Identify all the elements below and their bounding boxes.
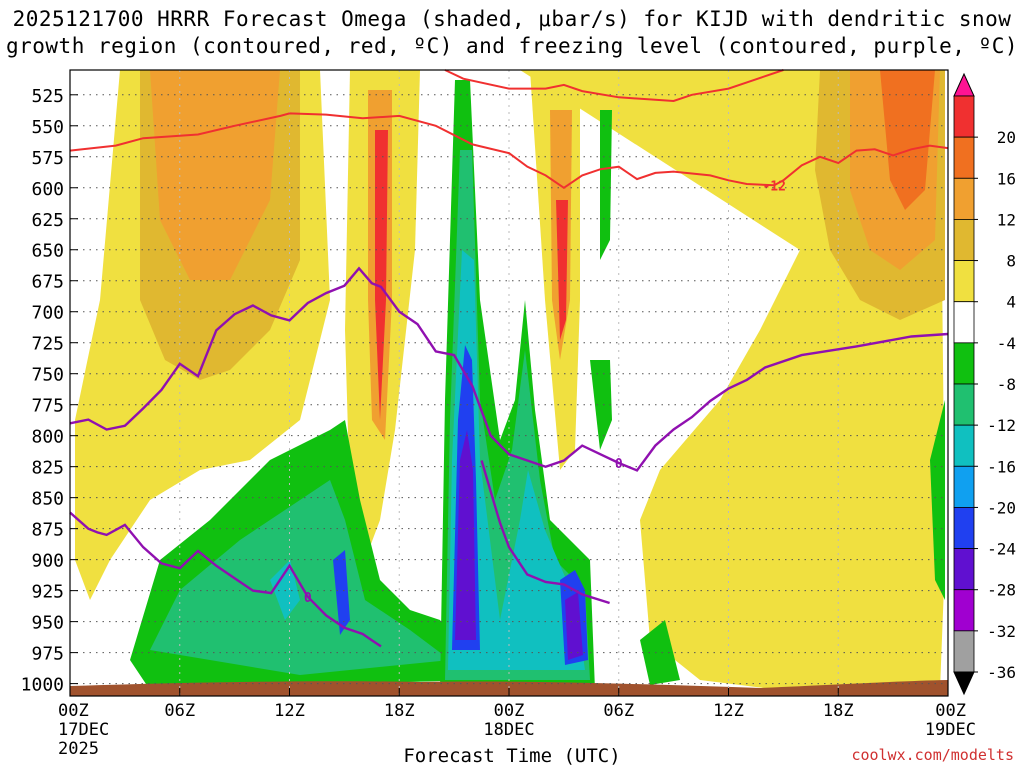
y-tick-label: 675 [31, 272, 64, 293]
colorbar-bin [953, 136, 975, 179]
colorbar-bin [953, 507, 975, 549]
omega-shade-region [880, 70, 935, 210]
colorbar-bin [953, 465, 975, 508]
contour-line [480, 460, 610, 605]
contour-line [69, 266, 949, 472]
y-tick-label: 975 [31, 644, 64, 665]
colorbar-bin [953, 630, 975, 673]
y-tick-label: 700 [31, 303, 64, 324]
colorbar-label: -20 [987, 498, 1016, 517]
y-tick-label: 600 [31, 179, 64, 200]
contour-label: -12 [762, 179, 785, 194]
colorbar-label: 12 [997, 210, 1016, 229]
omega-shade-region [448, 250, 585, 670]
y-tick-label: 750 [31, 365, 64, 386]
y-tick-label: 775 [31, 396, 64, 417]
x-tick-label: 06Z [603, 701, 634, 721]
x-tick-label: 12Z [713, 701, 744, 721]
omega-shade-region [150, 480, 450, 675]
y-tick-label: 900 [31, 551, 64, 572]
colorbar-bin [953, 589, 975, 632]
x-tick-label: 18Z [384, 701, 415, 721]
colorbar-label: -8 [997, 375, 1016, 394]
omega-shade-region [565, 592, 583, 660]
omega-shade-region [590, 360, 612, 450]
x-tick-label: 18Z [823, 701, 854, 721]
colorbar-label: -36 [987, 663, 1016, 682]
colorbar-bin [953, 301, 975, 344]
y-tick-label: 625 [31, 210, 64, 231]
x-tick-label: 12Z [274, 701, 305, 721]
colorbar-bin [953, 219, 975, 261]
omega-shade-region [455, 430, 476, 640]
y-tick-label: 850 [31, 489, 64, 510]
colorbar-label: -12 [987, 416, 1016, 435]
colorbar-bottom-arrow [953, 671, 975, 696]
colorbar: 20 16 12 8 4 -4 -8 -12 -16 -20 -24 -28 -32 -36 [953, 72, 1016, 696]
y-tick-label: 925 [31, 582, 64, 603]
y-tick-label: 875 [31, 520, 64, 541]
x-axis-title: Forecast Time (UTC) [403, 745, 621, 767]
colorbar-bin [953, 424, 975, 467]
y-tick-label: 525 [31, 86, 64, 107]
chart-title-line1: 2025121700 HRRR Forecast Omega (shaded, … [12, 7, 1012, 31]
y-axis: 525 550 575 600 625 650 675 700 725 750 775 800 825 8… [21, 86, 78, 696]
omega-shade-region [333, 550, 350, 635]
omega-shade-region [375, 130, 388, 420]
x-tick-date: 19DEC [925, 720, 976, 740]
colorbar-label: -16 [987, 457, 1016, 476]
x-tick-date: 17DEC [58, 720, 109, 740]
y-tick-label: 650 [31, 241, 64, 262]
colorbar-label: 8 [1006, 252, 1016, 271]
contour-line [444, 69, 784, 103]
colorbar-top-arrow [953, 72, 975, 97]
colorbar-bin [953, 383, 975, 426]
x-tick-label: 00Z [58, 701, 89, 721]
x-tick-label: 00Z [935, 701, 966, 721]
chart-title-line2: growth region (contoured, red, ºC) and f… [5, 34, 1019, 58]
contour-label: 0 [304, 591, 312, 606]
omega-shade-region [556, 200, 568, 340]
x-tick-label: 06Z [164, 701, 195, 721]
watermark: coolwx.com/modelts [851, 746, 1014, 764]
x-tick-label: 00Z [494, 701, 525, 721]
colorbar-label: 4 [1006, 293, 1016, 312]
colorbar-label: 16 [997, 169, 1016, 188]
y-tick-label: 550 [31, 117, 64, 138]
y-tick-label: 800 [31, 427, 64, 448]
contour-line [69, 511, 382, 648]
omega-shade-region [930, 400, 945, 600]
colorbar-bin [953, 342, 975, 385]
colorbar-label: -24 [987, 540, 1016, 559]
x-tick-year: 2025 [58, 739, 99, 759]
omega-shade-region [270, 560, 300, 620]
colorbar-bin [953, 548, 975, 591]
y-tick-label: 1000 [21, 675, 64, 696]
contour-label: 0 [615, 457, 623, 472]
colorbar-label: -32 [987, 622, 1016, 641]
colorbar-bin [953, 95, 975, 138]
x-tick-date: 18DEC [483, 720, 534, 740]
contour-lines: -12 0 0 [69, 69, 949, 648]
y-tick-label: 575 [31, 148, 64, 169]
colorbar-label: -4 [997, 334, 1016, 353]
colorbar-label: 20 [997, 128, 1016, 147]
y-tick-label: 725 [31, 334, 64, 355]
colorbar-bin [953, 260, 975, 303]
colorbar-label: -28 [987, 581, 1016, 600]
omega-shade-region [600, 110, 612, 260]
y-tick-label: 825 [31, 458, 64, 479]
contour-line [69, 112, 949, 190]
colorbar-bin [953, 177, 975, 220]
omega-shade-region [640, 620, 680, 685]
y-tick-label: 950 [31, 613, 64, 634]
